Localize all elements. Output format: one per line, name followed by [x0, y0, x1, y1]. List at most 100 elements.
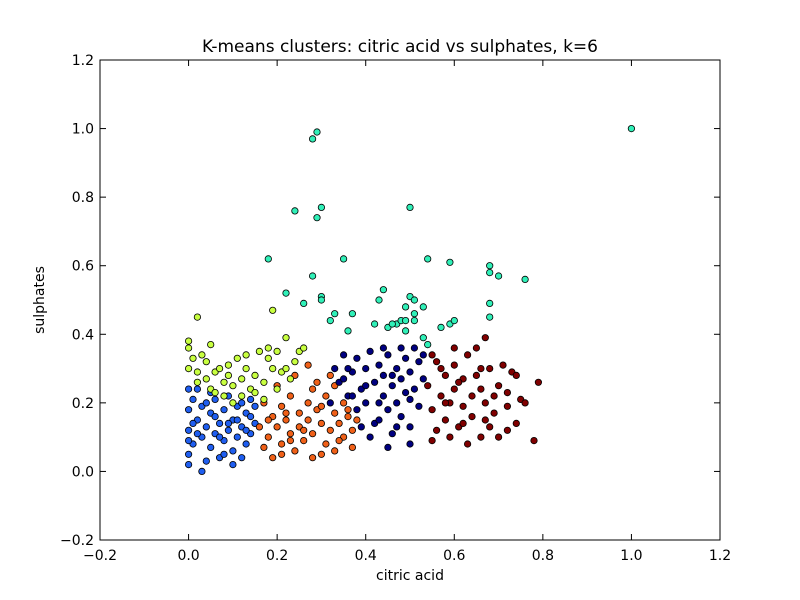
scatter-point: [419, 375, 427, 383]
scatter-point: [286, 392, 294, 400]
scatter-point: [401, 354, 410, 362]
y-tick-label: 0.0: [72, 464, 94, 480]
scatter-point: [317, 402, 325, 410]
scatter-point: [401, 316, 410, 325]
y-tick-label: 0.2: [72, 396, 94, 412]
scatter-point: [441, 416, 449, 424]
scatter-point: [362, 399, 370, 407]
scatter-point: [273, 423, 281, 431]
scatter-point: [185, 344, 193, 352]
scatter-point: [193, 313, 201, 321]
scatter-point: [220, 378, 228, 386]
scatter-point: [477, 364, 485, 373]
scatter-point: [185, 406, 193, 414]
scatter-point: [264, 255, 272, 263]
scatter-point: [229, 399, 237, 407]
scatter-point: [229, 447, 237, 455]
scatter-point: [189, 354, 197, 362]
scatter-point: [331, 364, 339, 373]
scatter-point: [242, 440, 250, 448]
scatter-point: [247, 412, 255, 421]
scatter-point: [432, 426, 441, 434]
scatter-point: [198, 351, 206, 359]
scatter-point: [269, 364, 277, 373]
scatter-point: [468, 392, 476, 400]
scatter-point: [397, 375, 405, 383]
scatter-point: [202, 423, 210, 431]
scatter-point: [379, 392, 387, 400]
scatter-point: [450, 316, 458, 325]
scatter-point: [277, 450, 286, 458]
scatter-point: [198, 467, 206, 475]
x-tick-label: 0.8: [532, 548, 554, 564]
scatter-point: [202, 457, 210, 465]
scatter-point: [348, 443, 356, 451]
scatter-point: [211, 388, 219, 397]
scatter-point: [401, 388, 410, 397]
scatter-point: [269, 454, 277, 462]
scatter-point: [424, 382, 432, 390]
scatter-point: [291, 358, 299, 366]
scatter-point: [481, 334, 489, 342]
scatter-point: [463, 351, 472, 359]
scatter-point: [331, 310, 339, 318]
x-tick-label: 0.2: [266, 548, 288, 564]
scatter-point: [291, 447, 299, 455]
scatter-point: [410, 310, 418, 318]
scatter-point: [344, 364, 352, 373]
scatter-point: [353, 416, 361, 424]
scatter-point: [512, 419, 520, 427]
scatter-point: [455, 378, 463, 386]
scatter-point: [251, 402, 259, 410]
scatter-point: [393, 364, 401, 373]
scatter-point: [437, 364, 445, 373]
scatter-point: [362, 382, 370, 390]
scatter-point: [388, 382, 396, 390]
scatter-point: [357, 423, 365, 431]
scatter-point: [353, 354, 361, 362]
cluster-4-points: [185, 306, 308, 407]
scatter-point: [242, 426, 250, 434]
scatter-point: [468, 412, 476, 421]
scatter-point: [242, 351, 250, 359]
scatter-point: [477, 433, 485, 441]
scatter-point: [366, 347, 374, 355]
scatter-point: [224, 361, 232, 369]
scatter-point: [410, 385, 418, 393]
scatter-point: [450, 344, 458, 352]
scatter-point: [216, 419, 224, 427]
scatter-point: [401, 327, 410, 335]
scatter-point: [286, 430, 294, 438]
scatter-point: [308, 430, 317, 438]
scatter-point: [384, 351, 392, 359]
scatter-point: [419, 334, 427, 342]
scatter-point: [472, 344, 480, 352]
scatter-point: [370, 320, 379, 328]
chart-title: K-means clusters: citric acid vs sulphat…: [202, 37, 598, 57]
cluster-2-points: [326, 344, 427, 451]
scatter-point: [441, 371, 449, 379]
scatter-point: [308, 385, 317, 393]
scatter-point: [428, 436, 436, 445]
scatter-point: [211, 395, 219, 403]
scatter-point: [375, 361, 383, 369]
scatter-point: [384, 443, 392, 451]
scatter-point: [282, 416, 290, 424]
scatter-point: [419, 351, 427, 359]
scatter-point: [260, 443, 268, 451]
scatter-point: [472, 371, 480, 379]
x-tick-label: 0.4: [355, 548, 377, 564]
scatter-point: [503, 402, 511, 410]
scatter-point: [220, 392, 228, 400]
scatter-point: [397, 344, 405, 352]
scatter-point: [486, 364, 494, 373]
scatter-point: [490, 409, 498, 417]
scatter-point: [393, 399, 401, 407]
scatter-point: [494, 272, 503, 280]
y-axis-title: sulphates: [32, 266, 48, 334]
x-tick-label: 0.0: [177, 548, 199, 564]
scatter-point: [282, 334, 290, 342]
scatter-point: [432, 358, 441, 366]
scatter-point: [375, 416, 383, 424]
